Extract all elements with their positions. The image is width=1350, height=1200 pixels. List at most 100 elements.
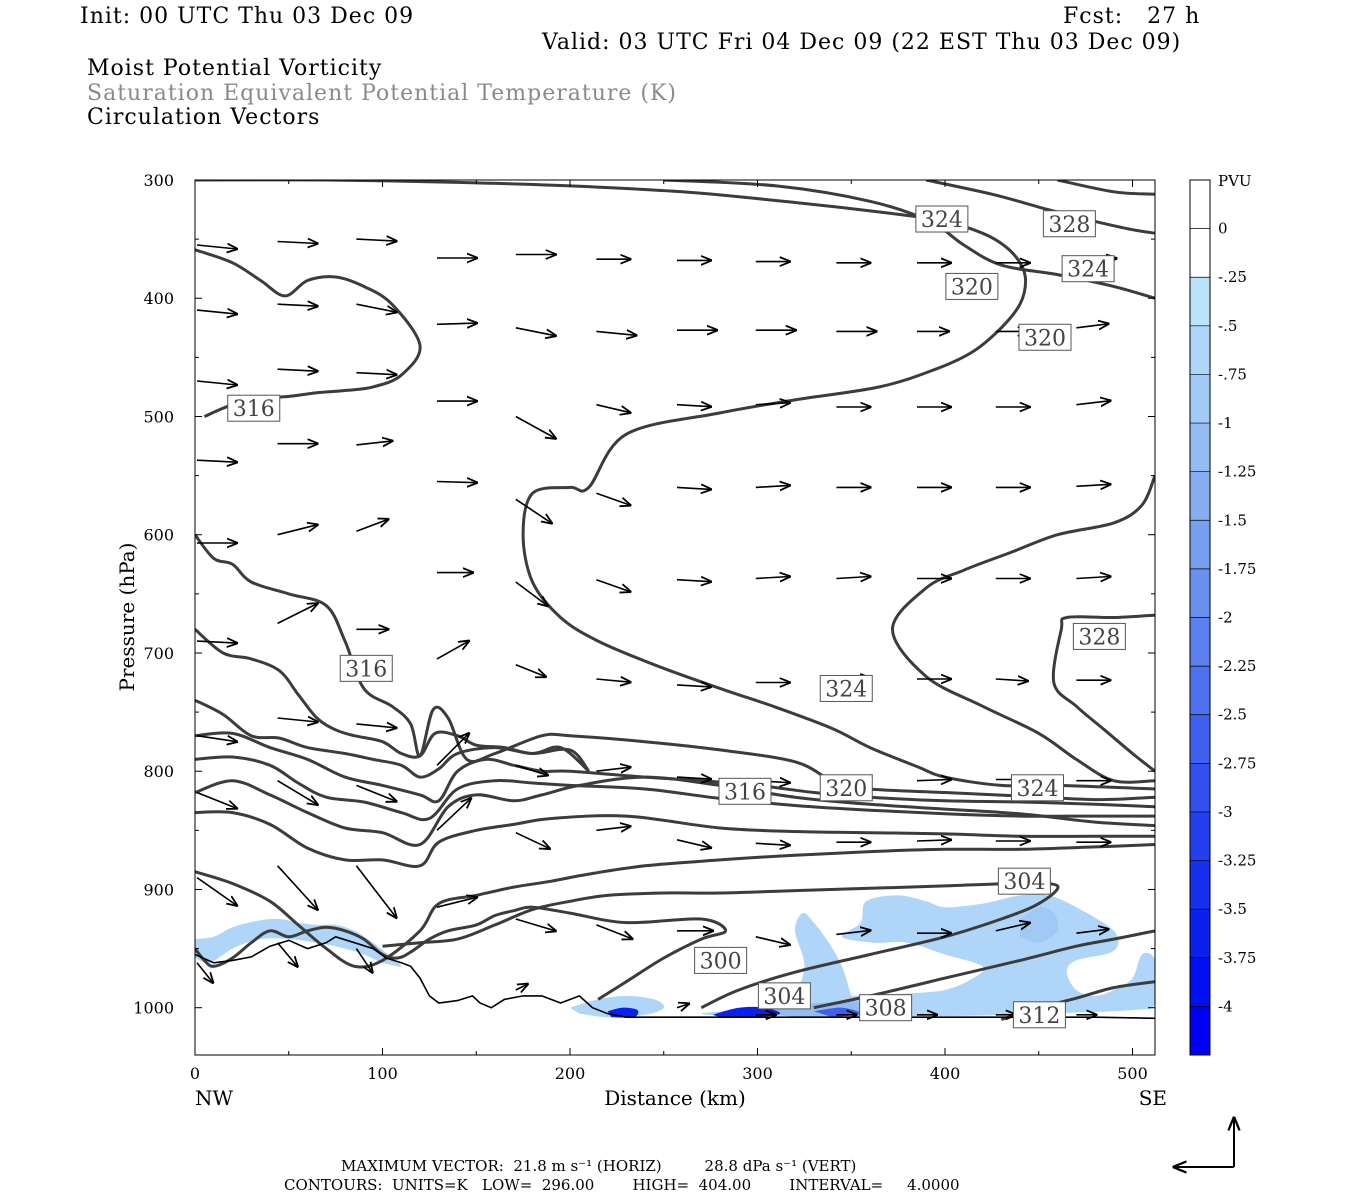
colorbar-label-9: -2.25 — [1218, 657, 1256, 675]
vector-arrow-42 — [676, 487, 711, 489]
vector-arrow-111 — [515, 984, 528, 990]
svg-text:328: 328 — [1048, 213, 1090, 238]
svg-text:304: 304 — [763, 985, 805, 1010]
vector-arrow-109 — [276, 942, 298, 967]
vector-arrow-86 — [356, 784, 396, 801]
svg-text:316: 316 — [724, 780, 766, 805]
colorbar-label-4: -1 — [1218, 414, 1233, 432]
terrain-profile — [195, 935, 1155, 1020]
vector-arrow-73 — [277, 718, 318, 722]
contour-308-2 — [195, 843, 1155, 969]
colorbar-swatch-2 — [1190, 277, 1210, 327]
vector-arrow-81 — [916, 780, 951, 781]
contour-labels: 324 328 320 324 320 316 328 316 324 316 320 324 304 3… — [227, 205, 1126, 1029]
vector-arrow-35 — [1076, 401, 1110, 405]
contour-324-15 — [891, 474, 1155, 784]
vector-arrow-108 — [196, 962, 213, 983]
circulation-vectors — [196, 239, 1116, 1015]
vector-arrow-65 — [596, 679, 630, 682]
vector-arrow-56 — [836, 577, 870, 579]
contour-label-3: 324 — [1061, 255, 1115, 283]
contour-label-0: 324 — [915, 205, 969, 233]
mpv-shade-0 — [195, 918, 402, 967]
colorbar-label-7: -1.75 — [1218, 560, 1256, 578]
vector-arrow-99 — [436, 897, 477, 908]
colorbar-title: PVU — [1218, 172, 1252, 190]
field-title-mpv: Moist Potential Vorticity — [87, 56, 383, 81]
x-tick-label-0: 0 — [190, 1064, 200, 1083]
vector-arrow-107 — [1076, 929, 1108, 933]
vector-arrow-97 — [277, 865, 318, 910]
x-tick-label-4: 400 — [930, 1064, 961, 1083]
vector-arrow-12 — [196, 310, 237, 314]
colorbar-swatch-11 — [1190, 714, 1210, 764]
vector-arrow-40 — [515, 498, 552, 523]
max-vector-note: MAXIMUM VECTOR: 21.8 m s⁻¹ (HORIZ) 28.8 … — [341, 1157, 857, 1175]
svg-text:328: 328 — [1078, 625, 1120, 650]
contour-332-14 — [1057, 180, 1155, 196]
vector-arrow-75 — [436, 733, 469, 766]
y-tick-label-4: 700 — [143, 644, 174, 663]
vector-arrow-110 — [355, 948, 372, 973]
colorbar-swatch-10 — [1190, 666, 1210, 716]
colorbar-swatch-12 — [1190, 763, 1210, 813]
vector-arrow-70 — [995, 679, 1028, 681]
init-time: Init: 00 UTC Thu 03 Dec 09 — [80, 4, 415, 29]
vector-arrow-72 — [196, 734, 237, 742]
plot-frame — [194, 179, 1156, 1056]
x-tick-label-2: 200 — [555, 1064, 586, 1083]
svg-text:316: 316 — [345, 657, 387, 682]
colorbar-label-16: -4 — [1218, 997, 1233, 1015]
mpv-shade-3 — [1020, 907, 1059, 943]
vector-arrow-43 — [755, 485, 790, 487]
colorbar-label-3: -.75 — [1218, 365, 1247, 383]
vector-arrow-85 — [277, 780, 318, 805]
vector-arrow-29 — [596, 403, 630, 413]
x-tick-label-5: 500 — [1117, 1064, 1148, 1083]
svg-text:320: 320 — [825, 777, 867, 802]
vector-arrow-52 — [515, 581, 548, 606]
vector-arrow-103 — [755, 936, 790, 945]
vector-arrow-31 — [755, 403, 790, 405]
x-end-label-nw: NW — [195, 1086, 234, 1110]
vector-arrow-89 — [596, 826, 630, 830]
vector-arrow-49 — [277, 525, 318, 536]
colorbar-label-1: -.25 — [1218, 268, 1247, 286]
colorbar-label-15: -3.75 — [1218, 949, 1256, 967]
vector-arrow-84 — [196, 791, 237, 809]
y-tick-label-1: 400 — [143, 289, 174, 308]
vector-arrow-88 — [515, 831, 550, 849]
y-tick-label-7: 1000 — [133, 999, 174, 1018]
colorbar-label-5: -1.25 — [1218, 463, 1256, 481]
svg-text:312: 312 — [1018, 1004, 1060, 1029]
vector-arrow-100 — [515, 918, 556, 931]
contour-label-7: 316 — [339, 654, 393, 682]
svg-text:308: 308 — [865, 997, 907, 1022]
vector-arrow-50 — [356, 519, 388, 532]
colorbar-label-8: -2 — [1218, 609, 1233, 627]
field-title-vectors: Circulation Vectors — [87, 105, 321, 130]
y-tick-label-5: 800 — [143, 762, 174, 781]
x-tick-label-3: 300 — [742, 1064, 773, 1083]
vector-arrow-38 — [356, 441, 392, 445]
vector-arrow-66 — [676, 685, 711, 687]
contour-320-5 — [195, 755, 1155, 822]
svg-text:324: 324 — [1067, 258, 1109, 283]
colorbar-swatch-1 — [1190, 228, 1210, 278]
vector-arrow-28 — [515, 415, 556, 439]
vector-arrow-106 — [995, 923, 1030, 932]
y-tick-label-3: 600 — [143, 526, 174, 545]
colorbar-swatch-15 — [1190, 909, 1210, 959]
vector-arrow-54 — [676, 580, 711, 582]
contour-label-8: 324 — [819, 674, 873, 702]
field-title-thetae: Saturation Equivalent Potential Temperat… — [87, 81, 677, 106]
colorbar-label-12: -3 — [1218, 803, 1233, 821]
vector-arrow-90 — [676, 839, 711, 848]
vector-arrow-87 — [436, 798, 471, 831]
vector-arrow-91 — [755, 843, 790, 845]
colorbar-swatch-8 — [1190, 568, 1210, 618]
colorbar-swatch-4 — [1190, 374, 1210, 424]
forecast-hour: Fcst: 27 h — [1063, 4, 1201, 29]
vector-arrow-23 — [1076, 324, 1108, 328]
vector-arrow-64 — [515, 664, 546, 677]
